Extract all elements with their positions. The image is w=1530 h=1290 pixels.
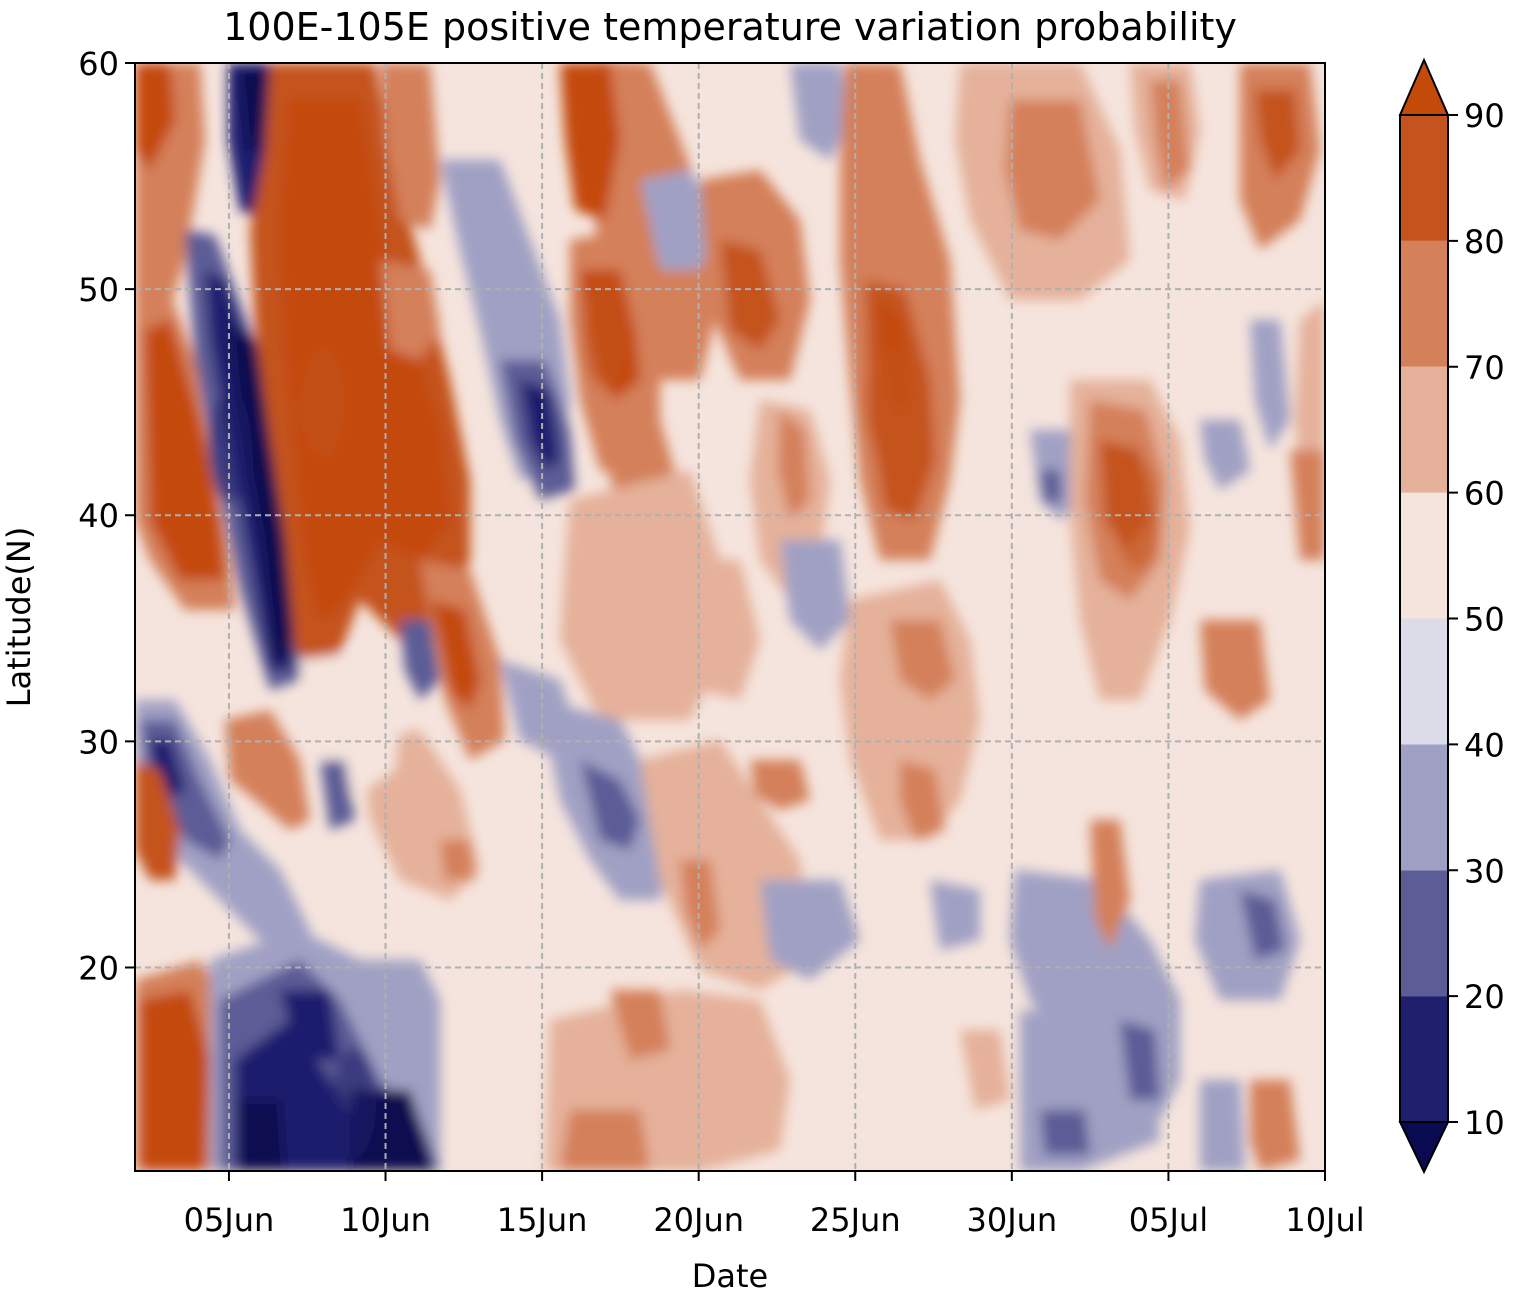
contour-fill (720, 240, 780, 350)
contour-fill (230, 320, 292, 660)
contour-fill (778, 410, 810, 520)
x-axis-label: Date (692, 1257, 768, 1290)
contour-fill (1200, 620, 1270, 720)
colorbar-segment (1400, 618, 1448, 745)
contour-fill (1200, 1080, 1245, 1171)
colorbar: 10 20 30 40 50 60 70 80 90 (1398, 57, 1505, 1175)
contour-fill (560, 63, 620, 220)
contour-fill (680, 560, 760, 700)
contour-fill (225, 710, 310, 830)
contour-fill (1255, 90, 1300, 180)
x-axis: 05Jun 10Jun 15Jun 20Jun 25Jun 30Jun 05Jul 10Jul (184, 1171, 1365, 1239)
x-tick-label: 10Jul (1285, 1201, 1364, 1239)
contour-fills (135, 63, 1325, 1171)
contour-fill (790, 63, 850, 160)
contour-fill (380, 63, 440, 230)
contour-fill (930, 880, 980, 950)
contour-fill (580, 760, 640, 850)
contour-fill (400, 620, 440, 700)
x-tick-label: 25Jun (810, 1201, 901, 1239)
contour-fill (280, 990, 340, 1060)
x-tick-label: 05Jul (1129, 1201, 1208, 1239)
contour-fill (1250, 1080, 1300, 1171)
x-tick-label: 15Jun (497, 1201, 588, 1239)
contour-fill (890, 620, 955, 700)
contour-fill (440, 840, 475, 880)
contour-fill (140, 990, 210, 1171)
contour-fill (780, 540, 850, 650)
colorbar-segment (1400, 996, 1448, 1122)
colorbar-extend-min (1398, 1121, 1450, 1175)
x-tick-label: 20Jun (653, 1201, 744, 1239)
contour-fill (1200, 420, 1250, 490)
contour-fill (1040, 470, 1062, 505)
colorbar-tick-label: 50 (1464, 601, 1505, 639)
contour-fill (135, 63, 175, 170)
contour-fill (1040, 1110, 1090, 1155)
y-tick-label: 50 (78, 271, 119, 309)
contour-fill (280, 100, 450, 620)
contour-fill (750, 760, 810, 810)
plot-area (135, 63, 1325, 1171)
contour-core (300, 347, 345, 458)
contour-fill (1290, 450, 1325, 560)
colorbar-extend-max (1398, 57, 1450, 116)
chart-title: 100E-105E positive temperature variation… (223, 5, 1237, 49)
contour-fill (1240, 890, 1285, 960)
contour-fill (640, 170, 720, 270)
contour-fill (560, 1110, 650, 1171)
contour-core (332, 1048, 377, 1159)
contour-core (864, 347, 909, 458)
colorbar-segment (1400, 870, 1448, 997)
x-tick-label: 05Jun (184, 1201, 275, 1239)
contour-fill (380, 260, 440, 360)
colorbar-segment (1400, 240, 1448, 367)
colorbar-segment (1400, 115, 1448, 241)
contour-fill (135, 760, 180, 880)
contour-fill (520, 380, 560, 470)
contour-fill (240, 1100, 285, 1171)
colorbar-segment (1400, 366, 1448, 493)
contour-core (582, 279, 627, 390)
contour-fill (960, 1030, 1010, 1110)
colorbar-tick-label: 10 (1464, 1104, 1505, 1142)
contour-fill (680, 860, 720, 950)
contour-fill (900, 760, 945, 840)
y-axis-label: Latitude(N) (0, 527, 38, 708)
y-tick-label: 20 (78, 949, 119, 987)
x-tick-label: 10Jun (340, 1201, 431, 1239)
contour-fill (1250, 320, 1290, 450)
contour-fill (320, 760, 355, 830)
colorbar-tick-label: 70 (1464, 349, 1505, 387)
contour-fill (430, 600, 480, 710)
contour-fill (610, 990, 670, 1060)
contour-fill (760, 880, 860, 980)
colorbar-tick-label: 30 (1464, 852, 1505, 890)
contour-fill (1120, 1020, 1160, 1100)
contour-fill (240, 70, 268, 150)
y-axis: 20 30 40 50 60 (78, 45, 135, 987)
contour-fill (560, 470, 720, 720)
colorbar-tick-label: 80 (1464, 223, 1505, 261)
contour-fill (1150, 80, 1190, 190)
contour-fill (1090, 820, 1130, 950)
colorbar-tick-label: 40 (1464, 726, 1505, 764)
plot-frame (134, 62, 1326, 1172)
contour-fill (1005, 100, 1100, 240)
y-tick-label: 60 (78, 45, 119, 83)
colorbar-tick-label: 90 (1464, 97, 1505, 135)
colorbar-segment (1400, 744, 1448, 871)
colorbar-segment (1400, 492, 1448, 619)
colorbar-tick-label: 20 (1464, 978, 1505, 1016)
y-tick-label: 40 (78, 497, 119, 535)
colorbar-tick-label: 60 (1464, 475, 1505, 513)
x-tick-label: 30Jun (966, 1201, 1057, 1239)
contour-fill (500, 660, 580, 760)
y-tick-label: 30 (78, 723, 119, 761)
